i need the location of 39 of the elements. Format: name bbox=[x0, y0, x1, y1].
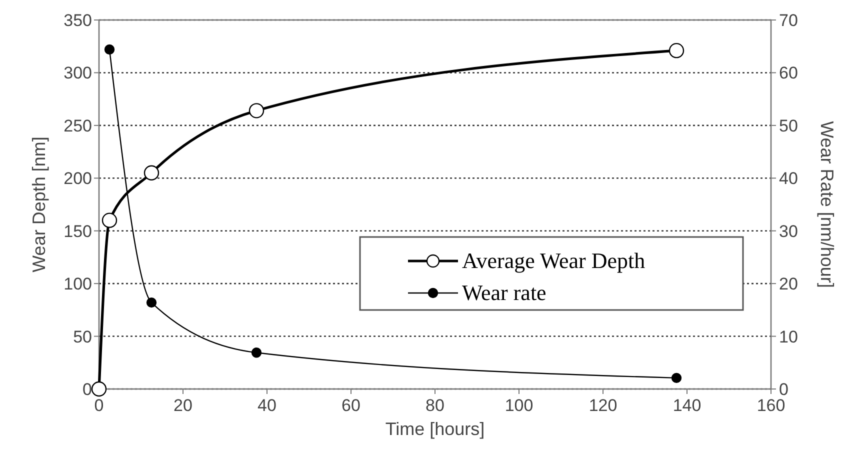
y2-tick-label: 50 bbox=[779, 116, 798, 136]
y2-axis-title: Wear Rate [nm/hour] bbox=[817, 121, 837, 288]
y-tick-label: 50 bbox=[73, 327, 92, 346]
y2-tick-label: 70 bbox=[779, 11, 798, 30]
x-tick-label: 20 bbox=[174, 396, 192, 415]
y-tick-label: 350 bbox=[64, 11, 92, 30]
x-tick-label: 120 bbox=[588, 396, 618, 415]
y2-tick-label: 60 bbox=[779, 64, 798, 83]
point bbox=[102, 212, 118, 228]
x-tick-label: 140 bbox=[672, 396, 702, 415]
point bbox=[248, 103, 264, 118]
x-tick-label: 160 bbox=[756, 396, 786, 415]
point bbox=[91, 381, 107, 397]
y2-tick-label: 20 bbox=[779, 274, 798, 294]
legend-label: Wear rate bbox=[462, 280, 546, 305]
point bbox=[251, 348, 262, 358]
point bbox=[144, 165, 160, 180]
y2-tick-label: 10 bbox=[779, 327, 798, 346]
point bbox=[146, 297, 157, 308]
x-axis-title: Time [hours] bbox=[385, 419, 485, 439]
y-tick-label: 300 bbox=[64, 64, 92, 83]
x-tick-label: 0 bbox=[94, 396, 104, 415]
y2-tick-label: 0 bbox=[779, 380, 788, 399]
x-tick-label: 40 bbox=[258, 396, 276, 415]
y-tick-label: 150 bbox=[64, 222, 92, 241]
x-tick-label: 60 bbox=[342, 396, 360, 415]
x-tick-label: 100 bbox=[504, 396, 534, 415]
point bbox=[668, 42, 684, 58]
y-tick-label: 0 bbox=[82, 380, 92, 399]
y-axis-title: Wear Depth [nm] bbox=[29, 136, 49, 272]
y-tick-label: 200 bbox=[64, 169, 92, 188]
y2-tick-label: 30 bbox=[779, 222, 798, 241]
y-tick-label: 100 bbox=[64, 274, 92, 294]
y2-tick-label: 40 bbox=[779, 169, 798, 188]
point bbox=[671, 372, 682, 384]
y-tick-label: 250 bbox=[64, 116, 92, 136]
point bbox=[104, 44, 115, 55]
legend-label: Average Wear Depth bbox=[462, 248, 646, 273]
x-tick-label: 80 bbox=[426, 396, 444, 415]
